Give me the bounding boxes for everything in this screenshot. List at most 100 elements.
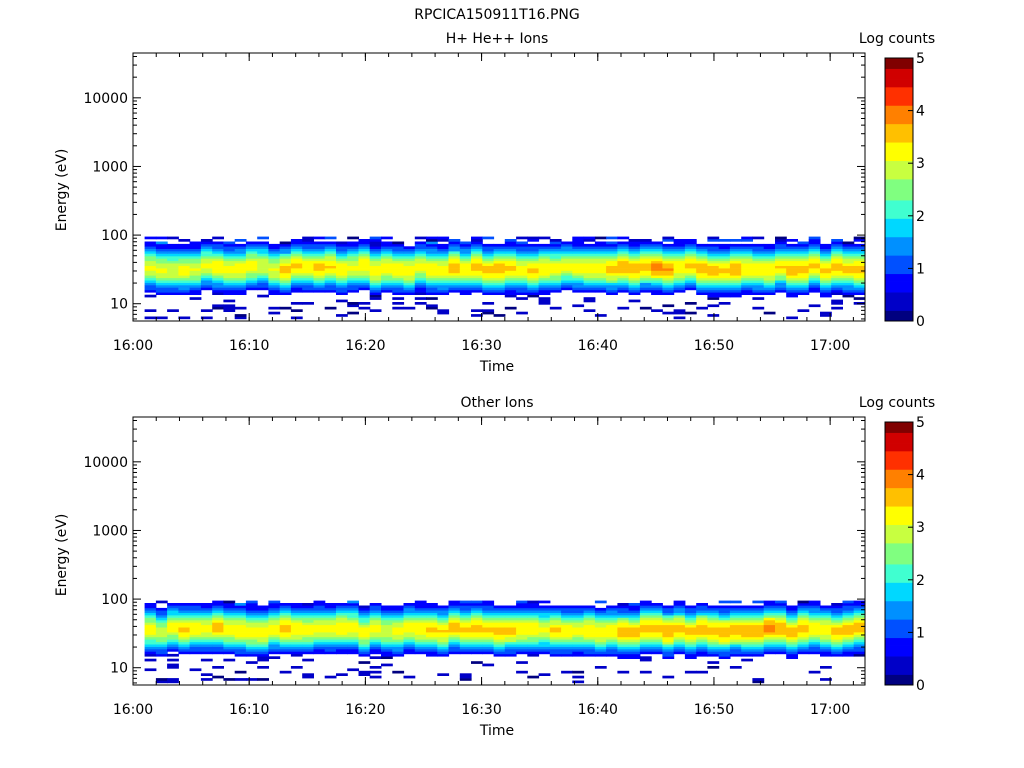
heatmap-cell (606, 243, 618, 247)
heatmap-cell (313, 617, 326, 621)
heatmap-cell (448, 615, 461, 618)
heatmap-cell (752, 243, 765, 247)
heatmap-cell (606, 258, 618, 262)
heatmap-cell (707, 646, 720, 650)
heatmap-cell (426, 649, 438, 652)
heatmap-cell (673, 256, 686, 259)
heatmap-cell (178, 605, 191, 609)
heatmap-cell (223, 636, 236, 640)
heatmap-cell (493, 622, 506, 626)
heatmap-cell (527, 632, 540, 635)
heatmap-cell (223, 634, 236, 638)
heatmap-cell (369, 641, 382, 645)
heatmap-cell (482, 610, 495, 613)
heatmap-cell (606, 632, 618, 635)
heatmap-cell (223, 309, 236, 312)
heatmap-cell (797, 287, 810, 291)
heatmap-cell (639, 636, 652, 640)
heatmap-cell (381, 256, 393, 259)
heatmap-cell (189, 610, 202, 613)
colorbar-segment (885, 521, 913, 525)
heatmap-cell (594, 241, 607, 245)
heatmap-cell (459, 620, 472, 623)
colorbar-segment (885, 624, 913, 628)
heatmap-cell (561, 653, 573, 657)
heatmap-cell (257, 258, 269, 262)
heatmap-cell (752, 253, 765, 257)
heatmap-cell (459, 634, 472, 638)
heatmap-cell (853, 287, 866, 291)
heatmap-cell (245, 246, 258, 249)
colorbar-segment (885, 271, 913, 275)
heatmap-cell (437, 280, 450, 283)
heatmap-cell (752, 646, 765, 650)
heatmap-cell (392, 265, 405, 269)
heatmap-cell (673, 610, 686, 613)
heatmap-cell (549, 251, 562, 254)
heatmap-cell (155, 610, 168, 613)
heatmap-cell (808, 636, 821, 640)
heatmap-cell (583, 265, 596, 269)
heatmap-cell (594, 280, 607, 283)
heatmap-cell (504, 277, 517, 281)
heatmap-cell (347, 285, 359, 288)
heatmap-cell (437, 272, 450, 276)
heatmap-cell (606, 644, 618, 647)
heatmap-cell (212, 649, 224, 652)
heatmap-cell (347, 634, 359, 638)
heatmap-cell (426, 610, 438, 613)
heatmap-cell (606, 612, 618, 616)
heatmap-cell (200, 605, 213, 609)
y-tick-label: 100 (101, 592, 128, 608)
heatmap-cell (178, 641, 191, 645)
heatmap-cell (290, 612, 303, 616)
heatmap-cell (673, 253, 686, 257)
heatmap-cell (358, 270, 371, 274)
heatmap-cell (302, 639, 314, 643)
heatmap-cell (482, 600, 495, 604)
heatmap-cell (200, 617, 213, 621)
colorbar-segment (885, 542, 913, 547)
heatmap-cell (606, 280, 618, 283)
heatmap-cell (820, 607, 832, 611)
colorbar-segment (885, 443, 913, 447)
heatmap-cell (662, 651, 675, 655)
heatmap-cell (707, 605, 720, 609)
colorbar-segment (885, 115, 913, 119)
heatmap-cell (178, 603, 191, 606)
heatmap-cell (471, 243, 483, 247)
heatmap-cell (268, 280, 281, 283)
heatmap-cell (662, 649, 675, 652)
heatmap-cell (200, 651, 213, 655)
heatmap-cell (482, 617, 495, 621)
heatmap-cell (673, 246, 686, 249)
heatmap-cell (324, 629, 337, 633)
heatmap-cell (775, 605, 787, 609)
figure-title: RPCICA150911T16.PNG (414, 7, 579, 23)
heatmap-cell (234, 610, 247, 613)
heatmap-cell (471, 260, 483, 264)
heatmap-cell (651, 282, 663, 286)
heatmap-cell (257, 649, 269, 652)
heatmap-cell (144, 617, 157, 621)
heatmap-cell (572, 246, 585, 249)
heatmap-cell (707, 263, 720, 266)
heatmap-cell (245, 607, 258, 611)
heatmap-cell (403, 632, 416, 635)
heatmap-cell (617, 306, 630, 310)
heatmap-cell (268, 268, 281, 271)
heatmap-cell (471, 287, 483, 291)
heatmap-cell (561, 615, 573, 618)
heatmap-cell (268, 311, 281, 315)
heatmap-cell (606, 615, 618, 618)
heatmap-cell (257, 270, 269, 274)
heatmap-cell (662, 605, 675, 609)
heatmap-cell (257, 275, 269, 279)
heatmap-cell (414, 241, 427, 245)
heatmap-cell (549, 258, 562, 262)
heatmap-cell (212, 236, 224, 240)
heatmap-cell (639, 306, 652, 310)
heatmap-cell (808, 243, 821, 247)
heatmap-cell (144, 236, 157, 240)
heatmap-cell (763, 311, 776, 315)
